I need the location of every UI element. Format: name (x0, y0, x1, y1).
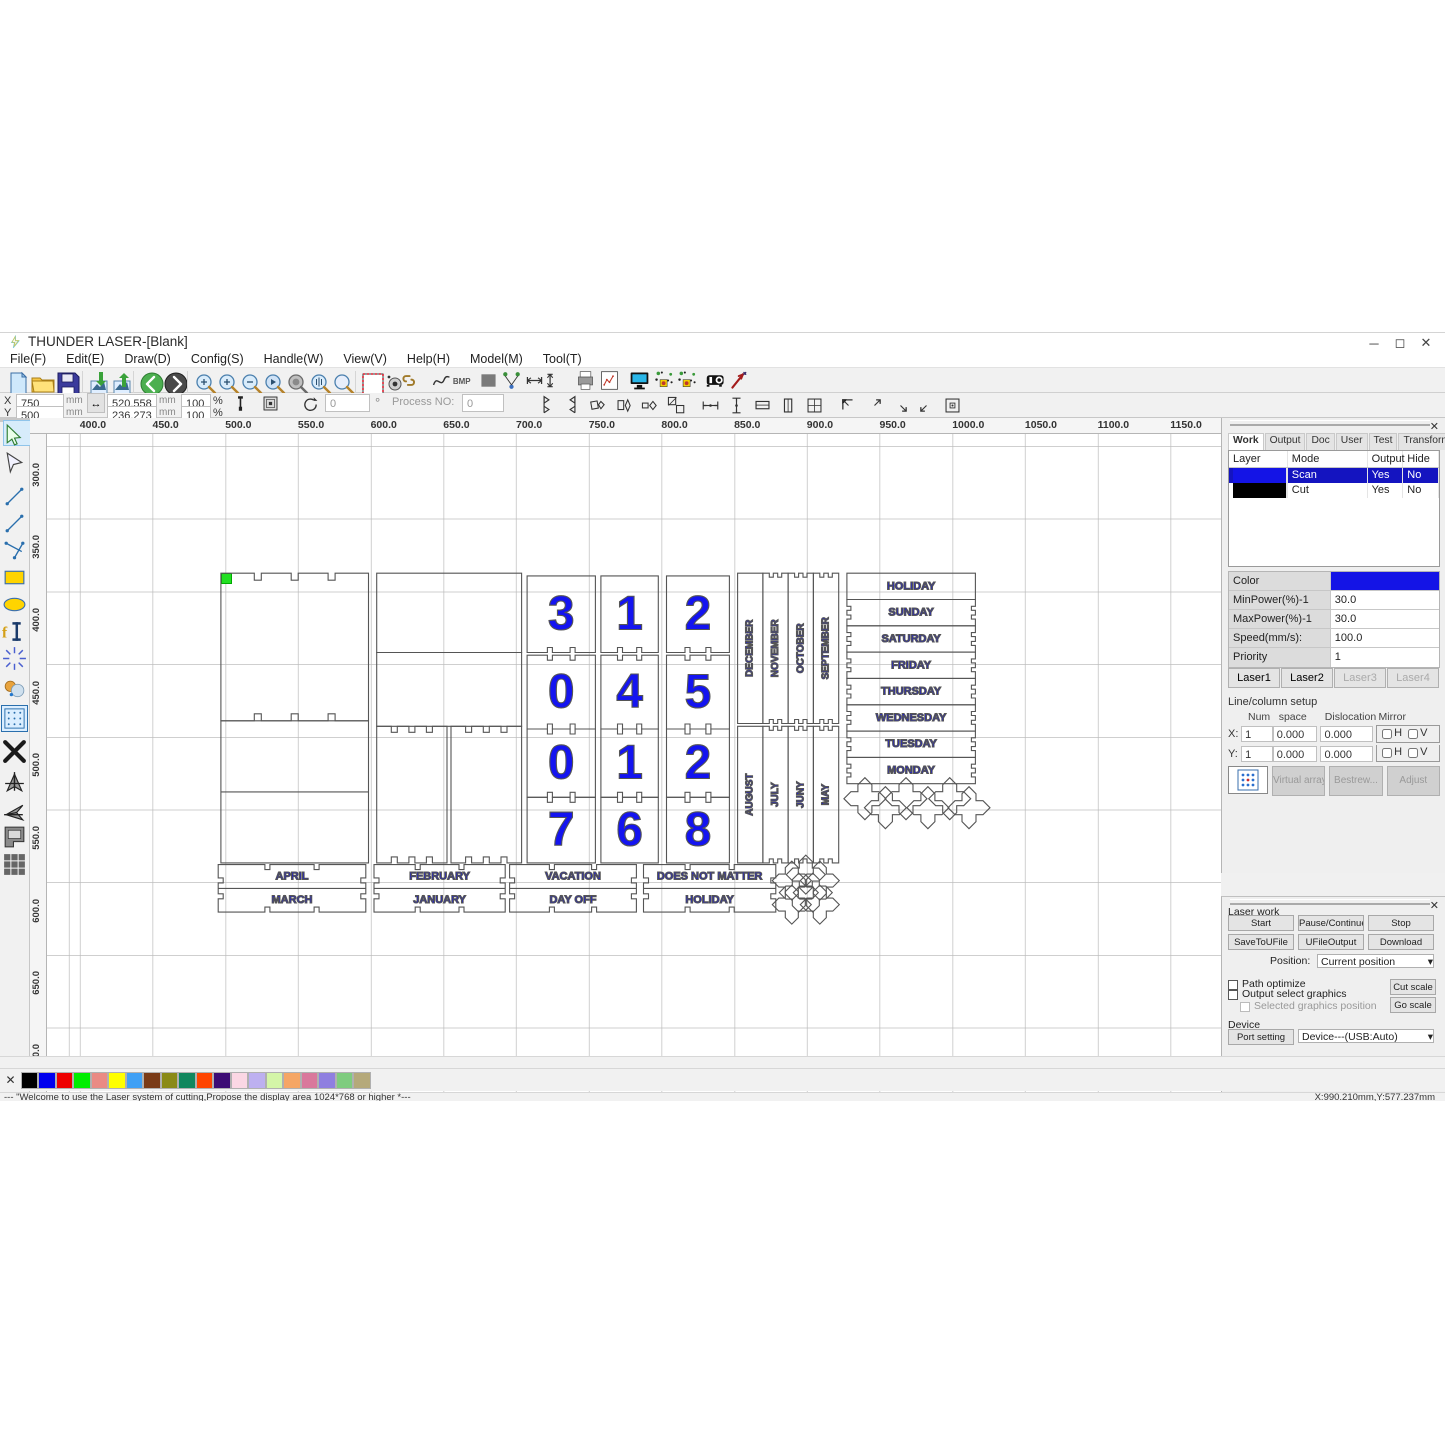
svg-text:VACATION: VACATION (545, 871, 601, 883)
svg-text:FRIDAY: FRIDAY (891, 659, 932, 671)
svg-text:SUNDAY: SUNDAY (888, 607, 934, 619)
svg-text:JANUARY: JANUARY (413, 894, 466, 906)
svg-text:0: 0 (548, 666, 575, 719)
svg-text:6: 6 (616, 804, 643, 857)
svg-text:DOES NOT MATTER: DOES NOT MATTER (657, 871, 763, 883)
svg-text:DAY OFF: DAY OFF (549, 894, 596, 906)
svg-text:8: 8 (685, 804, 712, 857)
svg-text:FEBRUARY: FEBRUARY (409, 871, 470, 883)
svg-text:BMP: BMP (453, 377, 471, 386)
svg-text:HOLIDAY: HOLIDAY (685, 894, 734, 906)
svg-text:THURSDAY: THURSDAY (881, 686, 942, 698)
svg-text:JUNY: JUNY (795, 781, 806, 808)
svg-text:WEDNESDAY: WEDNESDAY (876, 712, 947, 724)
svg-text:2: 2 (685, 588, 712, 641)
svg-text:0: 0 (548, 737, 575, 790)
svg-text:NOVEMBER: NOVEMBER (770, 619, 781, 678)
svg-text:2: 2 (685, 737, 712, 790)
svg-text:1: 1 (616, 737, 643, 790)
svg-text:MONDAY: MONDAY (887, 765, 936, 777)
svg-text:5: 5 (685, 666, 712, 719)
svg-text:SEPTEMBER: SEPTEMBER (821, 616, 832, 679)
svg-text:HOLIDAY: HOLIDAY (887, 580, 936, 592)
svg-text:AUGUST: AUGUST (745, 773, 756, 815)
svg-text:SATURDAY: SATURDAY (881, 633, 941, 645)
svg-text:OCTOBER: OCTOBER (795, 623, 806, 674)
svg-text:4: 4 (616, 666, 643, 719)
svg-text:1: 1 (616, 588, 643, 641)
svg-text:DECEMBER: DECEMBER (745, 619, 756, 677)
svg-text:TUESDAY: TUESDAY (885, 738, 937, 750)
svg-text:MARCH: MARCH (272, 894, 313, 906)
svg-text:7: 7 (548, 804, 575, 857)
svg-text:APRIL: APRIL (276, 871, 309, 883)
svg-text:3: 3 (548, 588, 575, 641)
svg-text:MAY: MAY (821, 784, 832, 806)
svg-text:f: f (2, 625, 8, 642)
svg-text:JULY: JULY (770, 782, 781, 807)
